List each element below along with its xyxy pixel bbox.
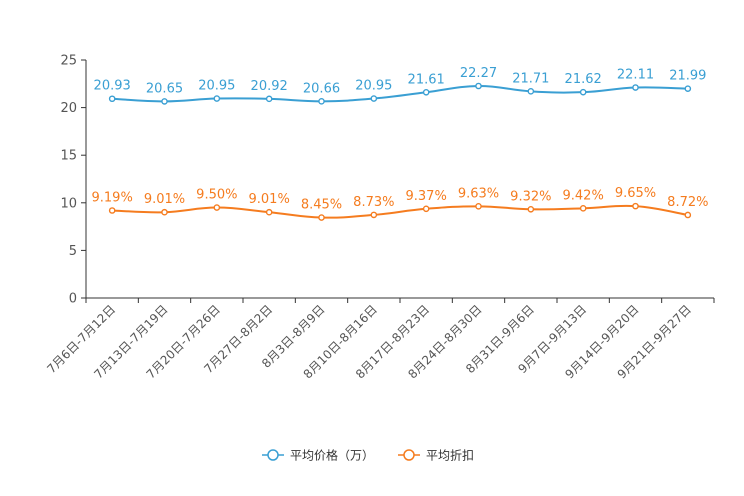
data-label: 22.11 [617, 68, 654, 83]
data-point [161, 208, 168, 216]
data-label: 9.32% [510, 189, 551, 204]
data-point [213, 95, 221, 102]
data-label: 9.42% [563, 188, 604, 203]
y-tick-label: 15 [60, 149, 77, 164]
series-line [112, 84, 688, 103]
data-label: 9.19% [92, 191, 133, 206]
y-tick-label: 5 [69, 244, 77, 259]
data-point [265, 208, 273, 216]
data-label: 8.45% [301, 198, 342, 213]
data-label: 8.72% [667, 195, 708, 210]
data-label: 9.01% [144, 192, 185, 207]
data-label: 20.95 [355, 79, 392, 94]
legend-label: 平均价格（万） [290, 448, 374, 463]
data-point [632, 202, 639, 210]
data-label: 20.65 [146, 81, 183, 96]
data-label: 9.50% [196, 188, 237, 203]
x-axis-ticks: 7月6日-7月12日7月13日-7月19日7月20日-7月26日7月27日-8月… [44, 298, 715, 382]
data-point [265, 95, 273, 103]
series-line [112, 204, 689, 219]
y-tick-label: 0 [69, 292, 77, 307]
data-point [684, 211, 692, 219]
data-point [370, 211, 378, 219]
series-group: 20.93 20.65 20.95 20.92 20.66 20.95 21.61 22.27… [92, 66, 708, 221]
y-tick-label: 10 [60, 196, 77, 211]
data-point [475, 82, 482, 90]
legend[interactable]: 平均价格（万） 平均折扣 [262, 448, 474, 463]
series-2: 9.19% 9.01% 9.50% 9.01% 8.45% 8.73% 9.37% 9.63%… [92, 186, 708, 221]
data-label: 21.71 [512, 71, 549, 86]
data-point [579, 205, 587, 212]
data-point [108, 95, 116, 103]
data-label: 20.92 [251, 79, 288, 94]
data-label: 21.99 [669, 69, 706, 84]
data-point [527, 205, 535, 213]
data-point [527, 88, 535, 95]
legend-item-1[interactable]: 平均价格（万） [262, 448, 374, 463]
data-label: 20.95 [198, 79, 235, 94]
series-1: 20.93 20.65 20.95 20.92 20.66 20.95 21.61 22.27… [94, 66, 706, 105]
data-point [370, 95, 378, 102]
data-point [318, 214, 325, 221]
data-point [579, 88, 587, 96]
legend-marker [403, 449, 415, 461]
y-tick-label: 25 [60, 54, 77, 69]
data-point [632, 84, 639, 91]
data-label: 9.63% [458, 186, 499, 201]
data-label: 20.93 [94, 79, 131, 94]
legend-item-2[interactable]: 平均折扣 [398, 448, 474, 463]
data-point [422, 205, 430, 213]
y-tick-label: 20 [60, 101, 77, 116]
data-point [684, 85, 692, 92]
data-point [108, 207, 116, 214]
y-axis-ticks: 0 5 10 15 20 25 [60, 54, 86, 307]
data-label: 9.01% [249, 192, 290, 207]
data-point [161, 98, 168, 105]
data-label: 9.65% [615, 186, 656, 201]
data-point [318, 98, 325, 105]
legend-label: 平均折扣 [426, 448, 474, 463]
data-label: 20.66 [303, 81, 340, 96]
data-point [475, 203, 482, 210]
data-label: 22.27 [460, 66, 497, 81]
data-label: 21.62 [565, 72, 602, 87]
data-point [422, 88, 430, 96]
data-point [213, 204, 221, 211]
data-label: 8.73% [353, 195, 394, 210]
data-label: 9.37% [406, 189, 447, 204]
legend-marker [267, 449, 279, 461]
data-label: 21.61 [408, 72, 445, 87]
